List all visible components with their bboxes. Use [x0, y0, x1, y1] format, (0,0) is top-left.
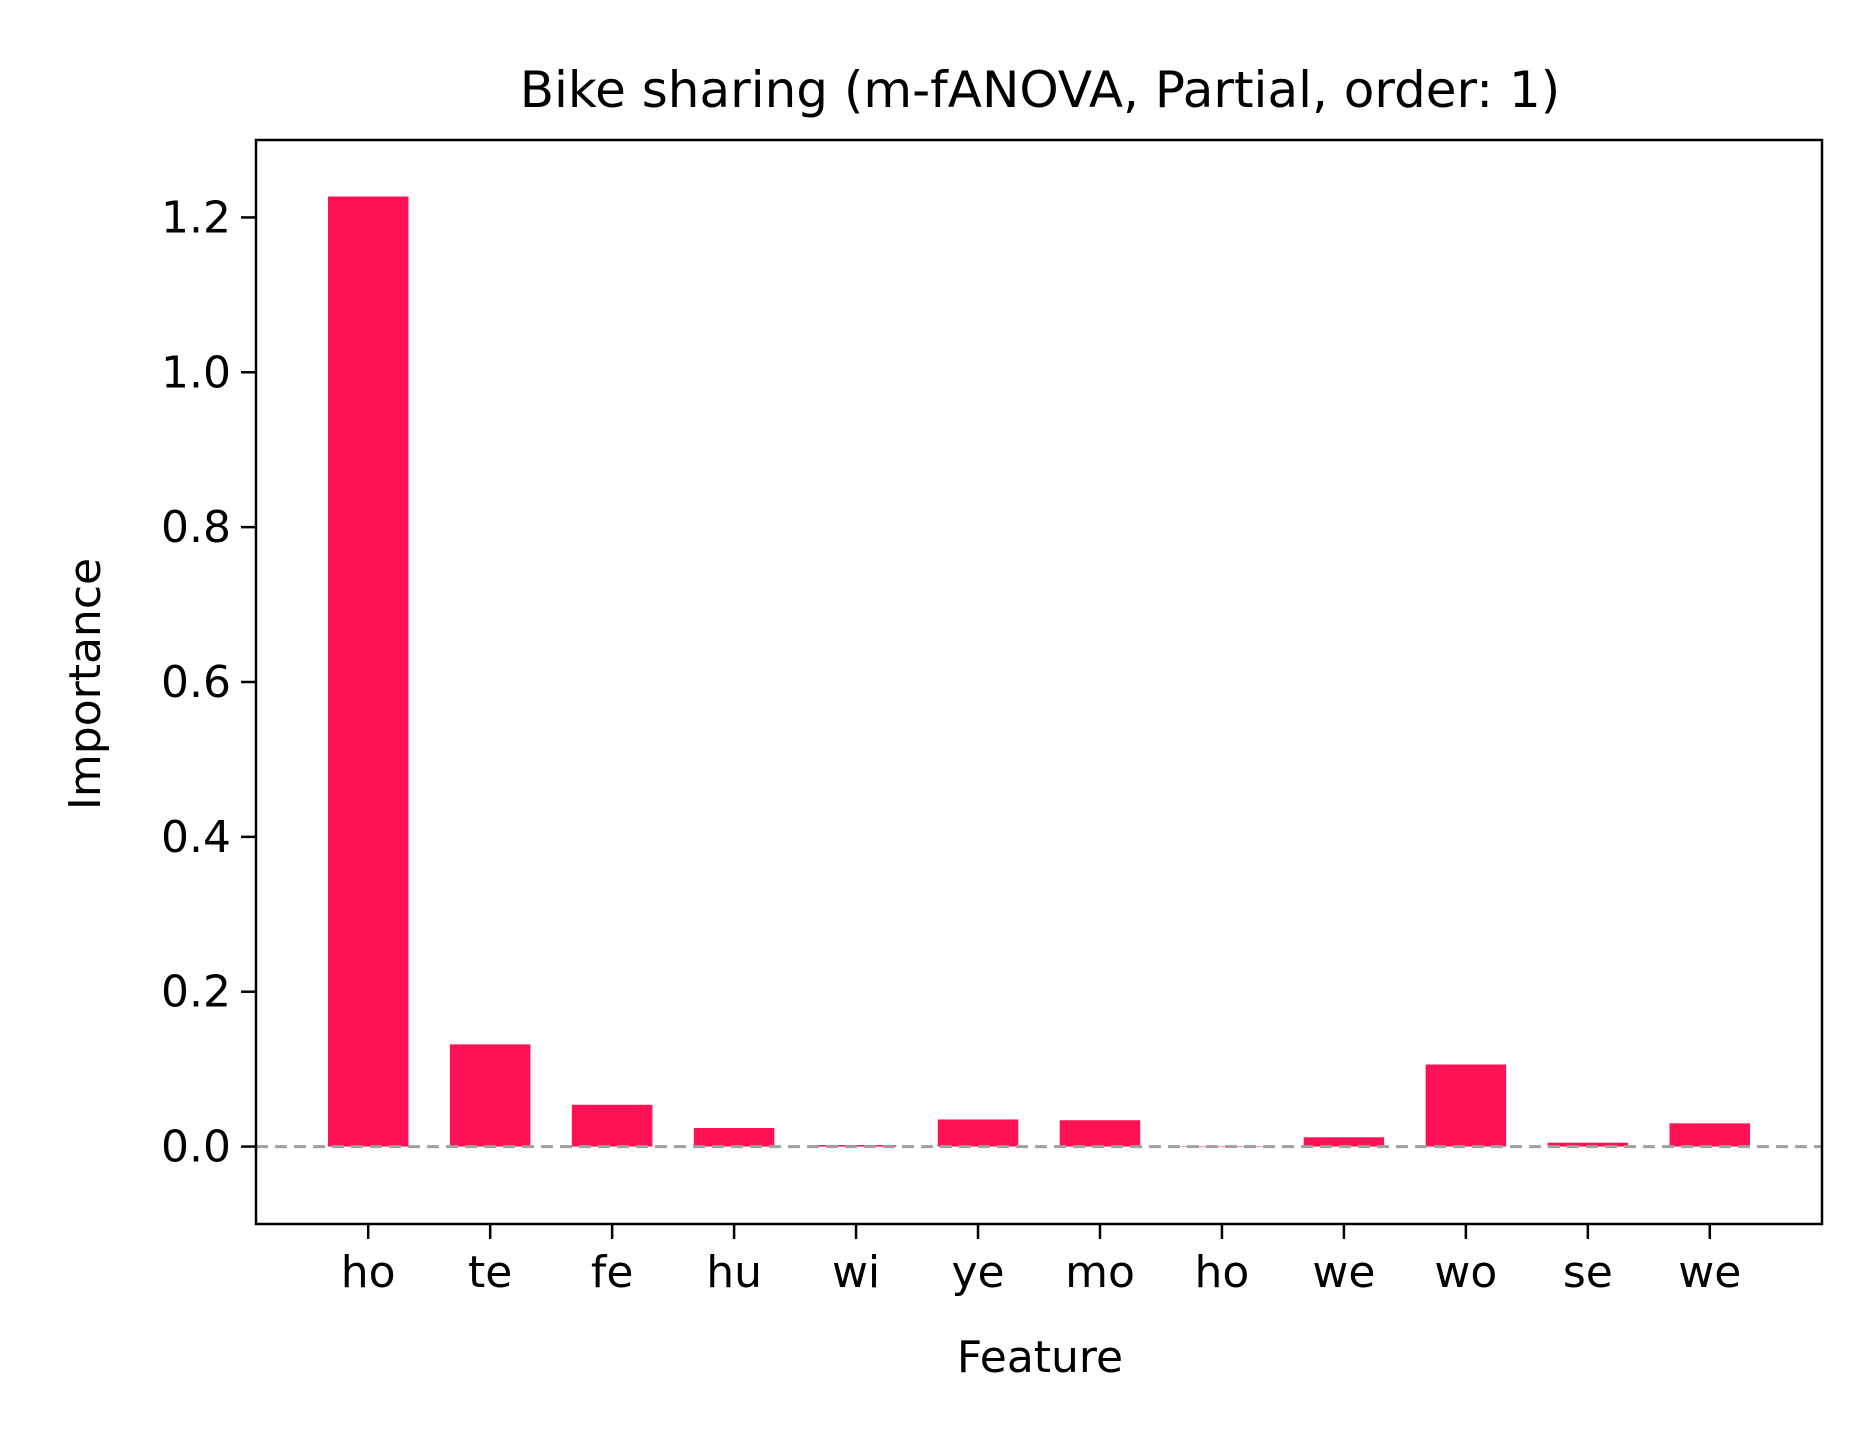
bar-te-1: [449, 1044, 531, 1147]
x-tick-label-hu: hu: [706, 1247, 762, 1298]
y-axis-label: Importance: [60, 558, 111, 810]
chart-title: Bike sharing (m-fANOVA, Partial, order: …: [520, 61, 1561, 119]
x-tick-label-wi: wi: [832, 1247, 880, 1298]
y-tick-label: 0.6: [161, 657, 231, 708]
y-tick-label: 0.4: [161, 812, 231, 863]
x-tick-label-ho: ho: [341, 1247, 396, 1298]
x-tick-label-ye: ye: [951, 1247, 1004, 1298]
x-tick-label-mo: mo: [1065, 1247, 1135, 1298]
x-tick-label-fe: fe: [591, 1247, 634, 1298]
x-tick-label-se: se: [1563, 1247, 1613, 1298]
y-tick-label: 0.2: [161, 967, 231, 1018]
x-axis-label: Feature: [957, 1332, 1123, 1383]
bar-ho-7: [1181, 1146, 1263, 1148]
x-tick-label-te: te: [468, 1247, 512, 1298]
y-tick-label: 1.0: [161, 347, 231, 398]
bar-se-10: [1547, 1142, 1629, 1147]
bar-ye-5: [937, 1119, 1019, 1147]
x-tick-label-we: we: [1312, 1247, 1375, 1298]
bar-we-8: [1303, 1137, 1385, 1147]
x-tick-label-we: we: [1678, 1247, 1741, 1298]
bars-group: [327, 196, 1751, 1148]
y-tick-label: 1.2: [161, 192, 231, 243]
y-tick-label: 0.8: [161, 502, 231, 553]
bar-fe-2: [571, 1104, 653, 1147]
y-tick-label: 0.0: [161, 1122, 231, 1173]
x-tick-label-wo: wo: [1434, 1247, 1497, 1298]
bar-we-11: [1669, 1123, 1751, 1147]
bar-mo-6: [1059, 1120, 1141, 1147]
x-axis-ticks: ho te fe hu wi ye mo ho we wo se we: [341, 1224, 1741, 1298]
bar-ho-0: [327, 196, 409, 1147]
x-tick-label-ho: ho: [1195, 1247, 1250, 1298]
y-axis-ticks: 0.0 0.2 0.4 0.6 0.8 1.0 1.2: [161, 192, 256, 1173]
bar-wo-9: [1425, 1064, 1507, 1147]
bar-hu-3: [693, 1127, 775, 1147]
